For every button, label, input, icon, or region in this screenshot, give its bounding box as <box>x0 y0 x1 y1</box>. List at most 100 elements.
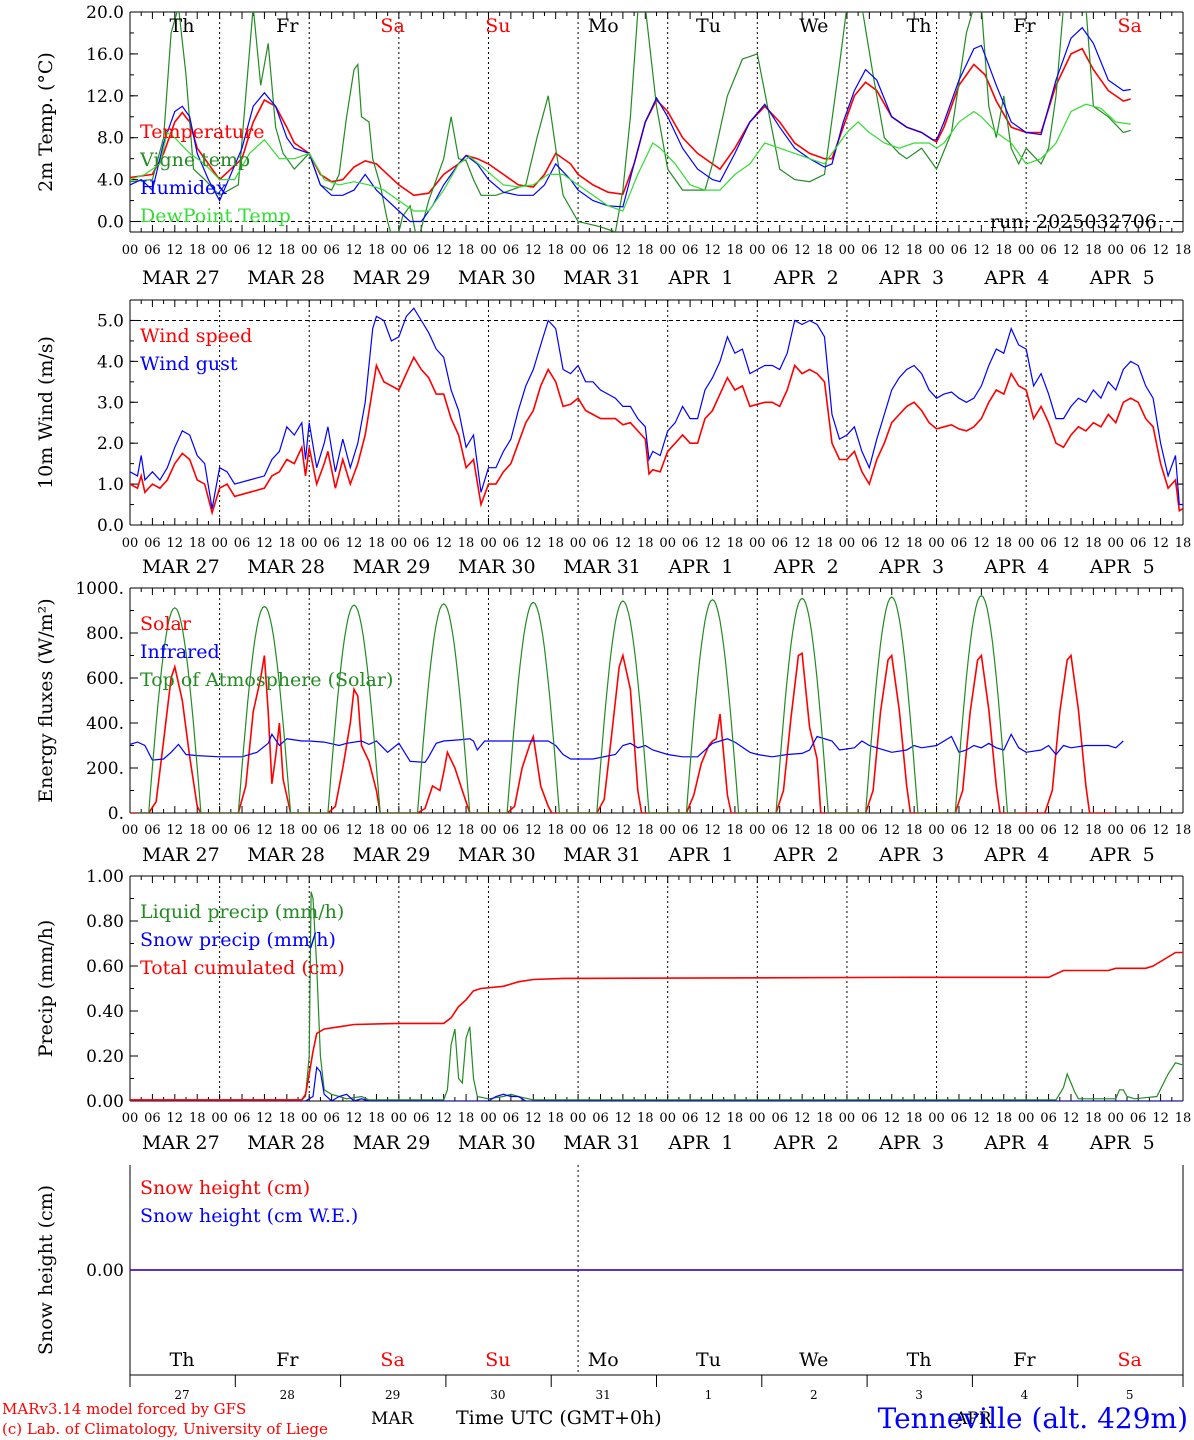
hour-tick-label: 06 <box>503 536 520 551</box>
hour-tick-label: 00 <box>1108 1111 1125 1126</box>
y-tick-label: 400. <box>86 714 124 734</box>
hour-tick-label: 00 <box>659 823 676 838</box>
hour-tick-label: 12 <box>167 243 184 258</box>
legend-wind-gust: Wind gust <box>140 353 238 375</box>
date-label: MAR 28 <box>247 267 325 289</box>
series-line-wind-speed <box>130 355 1183 516</box>
hour-tick-label: 18 <box>637 1111 654 1126</box>
hour-tick-label: 12 <box>1152 243 1169 258</box>
day-label: Th <box>907 15 932 37</box>
lab-credit: (c) Lab. of Climatology, University of L… <box>2 1420 328 1438</box>
day-label: Th <box>170 1349 195 1371</box>
hour-tick-label: 18 <box>816 536 833 551</box>
day-label: Mo <box>588 1349 619 1371</box>
run-label: run: 2025032706 <box>990 211 1157 233</box>
hour-tick-label: 06 <box>1040 823 1057 838</box>
hour-tick-label: 00 <box>749 823 766 838</box>
hour-tick-label: 00 <box>301 823 318 838</box>
y-tick-label: 0.0 <box>97 213 124 233</box>
hour-tick-label: 06 <box>144 823 161 838</box>
hour-tick-label: 18 <box>727 536 744 551</box>
hour-tick-label: 00 <box>659 243 676 258</box>
hour-tick-label: 18 <box>368 1111 385 1126</box>
hour-tick-label: 12 <box>973 1111 990 1126</box>
hour-tick-label: 00 <box>928 1111 945 1126</box>
hour-tick-label: 12 <box>167 1111 184 1126</box>
hour-tick-label: 12 <box>615 823 632 838</box>
hour-tick-label: 06 <box>1040 243 1057 258</box>
hour-tick-label: 12 <box>1063 823 1080 838</box>
hour-tick-label: 18 <box>189 1111 206 1126</box>
date-label: APR 5 <box>1089 556 1155 578</box>
legend-wind-speed: Wind speed <box>140 325 252 347</box>
hour-tick-label: 00 <box>928 536 945 551</box>
hour-tick-label: 00 <box>211 823 228 838</box>
day-number: 3 <box>915 1388 923 1402</box>
date-label: MAR 27 <box>142 1132 220 1154</box>
hour-tick-label: 12 <box>973 823 990 838</box>
day-label: Sa <box>380 1349 404 1371</box>
date-label: APR 3 <box>878 1132 944 1154</box>
hour-tick-label: 18 <box>458 1111 475 1126</box>
hour-tick-label: 12 <box>794 823 811 838</box>
hour-tick-label: 12 <box>256 823 273 838</box>
hour-tick-label: 00 <box>839 536 856 551</box>
hour-tick-label: 06 <box>951 243 968 258</box>
hour-tick-label: 18 <box>727 1111 744 1126</box>
hour-tick-label: 12 <box>1152 823 1169 838</box>
date-label: APR 2 <box>773 844 839 866</box>
hour-tick-label: 06 <box>951 536 968 551</box>
hour-tick-label: 18 <box>547 536 564 551</box>
y-tick-label: 600. <box>86 669 124 689</box>
series-line-liquid-precip-mm-h- <box>130 891 1183 1101</box>
hour-tick-label: 12 <box>883 1111 900 1126</box>
panel-temperature: 00 06 12 18 00 06 12 18 00 06 12 18 00 06 12 18 00 06 12 18… <box>35 3 1191 289</box>
hour-tick-label: 06 <box>951 823 968 838</box>
hour-tick-label: 06 <box>771 536 788 551</box>
hour-tick-label: 06 <box>1130 823 1147 838</box>
y-tick-label: 2.0 <box>97 434 124 454</box>
y-tick-label: 0.20 <box>86 1047 124 1067</box>
date-label: MAR 27 <box>142 556 220 578</box>
hour-tick-label: 18 <box>547 1111 564 1126</box>
date-label: MAR 31 <box>563 1132 641 1154</box>
hour-tick-label: 18 <box>279 243 296 258</box>
date-label: APR 1 <box>668 844 734 866</box>
hour-tick-label: 00 <box>928 823 945 838</box>
day-label: We <box>799 15 828 37</box>
panel-wind: 00 06 12 18 00 06 12 18 00 06 12 18 00 06 12 18 00 06 12 18… <box>35 299 1192 578</box>
hour-tick-label: 00 <box>301 536 318 551</box>
y-tick-label: 5.0 <box>97 311 124 331</box>
hour-tick-label: 06 <box>144 243 161 258</box>
hour-tick-label: 06 <box>234 536 251 551</box>
hour-tick-label: 12 <box>525 536 542 551</box>
panel-energy: 00 06 12 18 00 06 12 18 00 06 12 18 00 06 12 18 00 06 12 18… <box>35 579 1191 866</box>
date-label: APR 5 <box>1089 1132 1155 1154</box>
date-label: APR 2 <box>773 267 839 289</box>
legend-vigne-temp: Vigne temp <box>139 149 250 171</box>
hour-tick-label: 06 <box>592 536 609 551</box>
day-number: 30 <box>490 1388 505 1402</box>
hour-tick-label: 18 <box>279 823 296 838</box>
legend-top-of-atmosphere-solar-: Top of Atmosphere (Solar) <box>140 669 393 691</box>
date-label: APR 2 <box>773 1132 839 1154</box>
date-label: MAR 31 <box>563 844 641 866</box>
panel-snow: 0.00 Snow height (cm) Snow height (cm) Snow… <box>35 1165 1184 1402</box>
hour-tick-label: 18 <box>1085 823 1102 838</box>
hour-tick-label: 18 <box>279 536 296 551</box>
hour-tick-label: 18 <box>1085 1111 1102 1126</box>
hour-tick-label: 12 <box>704 823 721 838</box>
date-label: MAR 30 <box>458 844 536 866</box>
hour-tick-label: 18 <box>1175 536 1192 551</box>
hour-tick-label: 12 <box>525 823 542 838</box>
hour-tick-label: 00 <box>391 1111 408 1126</box>
hour-tick-label: 06 <box>413 1111 430 1126</box>
y-tick-label: 800. <box>86 624 124 644</box>
hour-tick-label: 12 <box>704 243 721 258</box>
date-label: MAR 28 <box>247 844 325 866</box>
y-tick-label: 4.0 <box>97 171 124 191</box>
legend-snow-height-cm-: Snow height (cm) <box>140 1177 310 1199</box>
hour-tick-label: 18 <box>816 823 833 838</box>
date-label: MAR 29 <box>353 844 431 866</box>
